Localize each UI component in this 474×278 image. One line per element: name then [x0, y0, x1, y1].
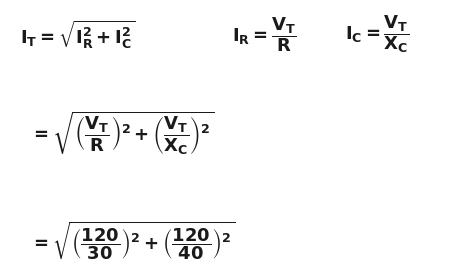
Text: $\mathbf{I_C = \dfrac{V_T}{X_C}}$: $\mathbf{I_C = \dfrac{V_T}{X_C}}$ — [346, 14, 410, 55]
Text: $\mathbf{I_R = \dfrac{V_T}{R}}$: $\mathbf{I_R = \dfrac{V_T}{R}}$ — [232, 15, 297, 54]
Text: $\mathbf{= \sqrt{\left(\dfrac{V_T}{R}\right)^2 + \left(\dfrac{V_T}{X_C}\right)^2: $\mathbf{= \sqrt{\left(\dfrac{V_T}{R}\ri… — [30, 110, 214, 157]
Text: $\mathbf{I_T = \sqrt{I_R^2 + I_C^2}}$: $\mathbf{I_T = \sqrt{I_R^2 + I_C^2}}$ — [20, 18, 136, 51]
Text: $\mathbf{= \sqrt{\left(\dfrac{120}{30}\right)^2 + \left(\dfrac{120}{40}\right)^2: $\mathbf{= \sqrt{\left(\dfrac{120}{30}\r… — [30, 220, 235, 262]
